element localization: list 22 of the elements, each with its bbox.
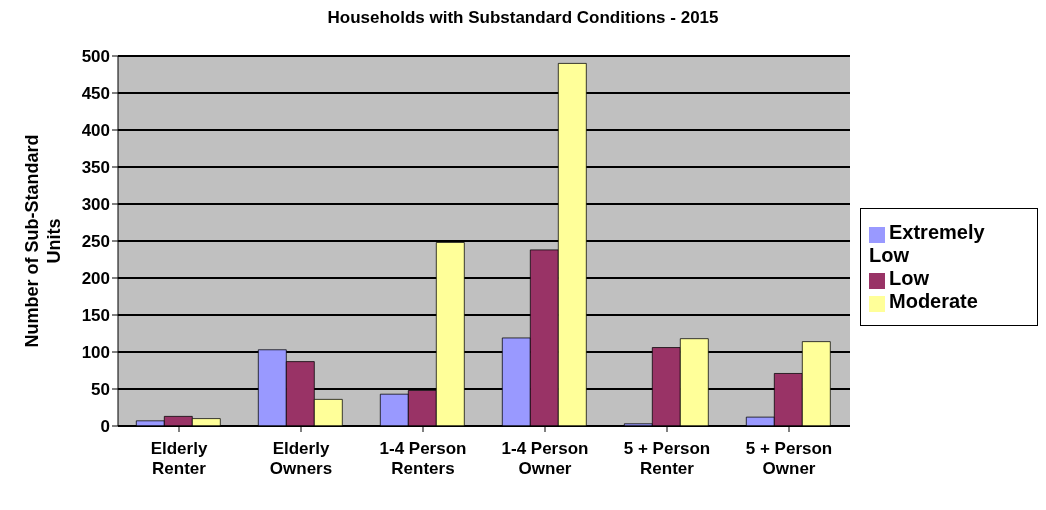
y-tick-label: 300 <box>81 195 110 215</box>
legend-label: Low <box>889 267 929 289</box>
y-tick-label: 250 <box>81 232 110 252</box>
legend-label: Extremely Low <box>869 221 985 266</box>
y-tick-label: 400 <box>81 121 110 141</box>
x-tick-label: Elderly Renter <box>150 439 208 478</box>
x-tick-label: 5 + Person Renter <box>623 439 711 478</box>
y-tick-label: 200 <box>81 269 110 289</box>
y-axis-title: Number of Sub-Standard Units <box>22 134 64 348</box>
x-tick-label: Elderly Owners <box>269 439 333 478</box>
y-tick-label: 0 <box>100 417 110 437</box>
x-tick-label: 1-4 Person Renters <box>379 439 467 478</box>
y-tick-label: 150 <box>81 306 110 326</box>
y-tick-label: 500 <box>81 47 110 67</box>
y-tick-label: 50 <box>91 380 110 400</box>
chart-title: Households with Substandard Conditions - 2015 <box>326 8 720 29</box>
y-tick-label: 100 <box>81 343 110 363</box>
x-tick-label: 5 + Person Owner <box>745 439 833 478</box>
legend-label: Moderate <box>889 290 978 312</box>
y-tick-label: 350 <box>81 158 110 178</box>
y-tick-label: 450 <box>81 84 110 104</box>
x-tick-label: 1-4 Person Owner <box>501 439 589 478</box>
